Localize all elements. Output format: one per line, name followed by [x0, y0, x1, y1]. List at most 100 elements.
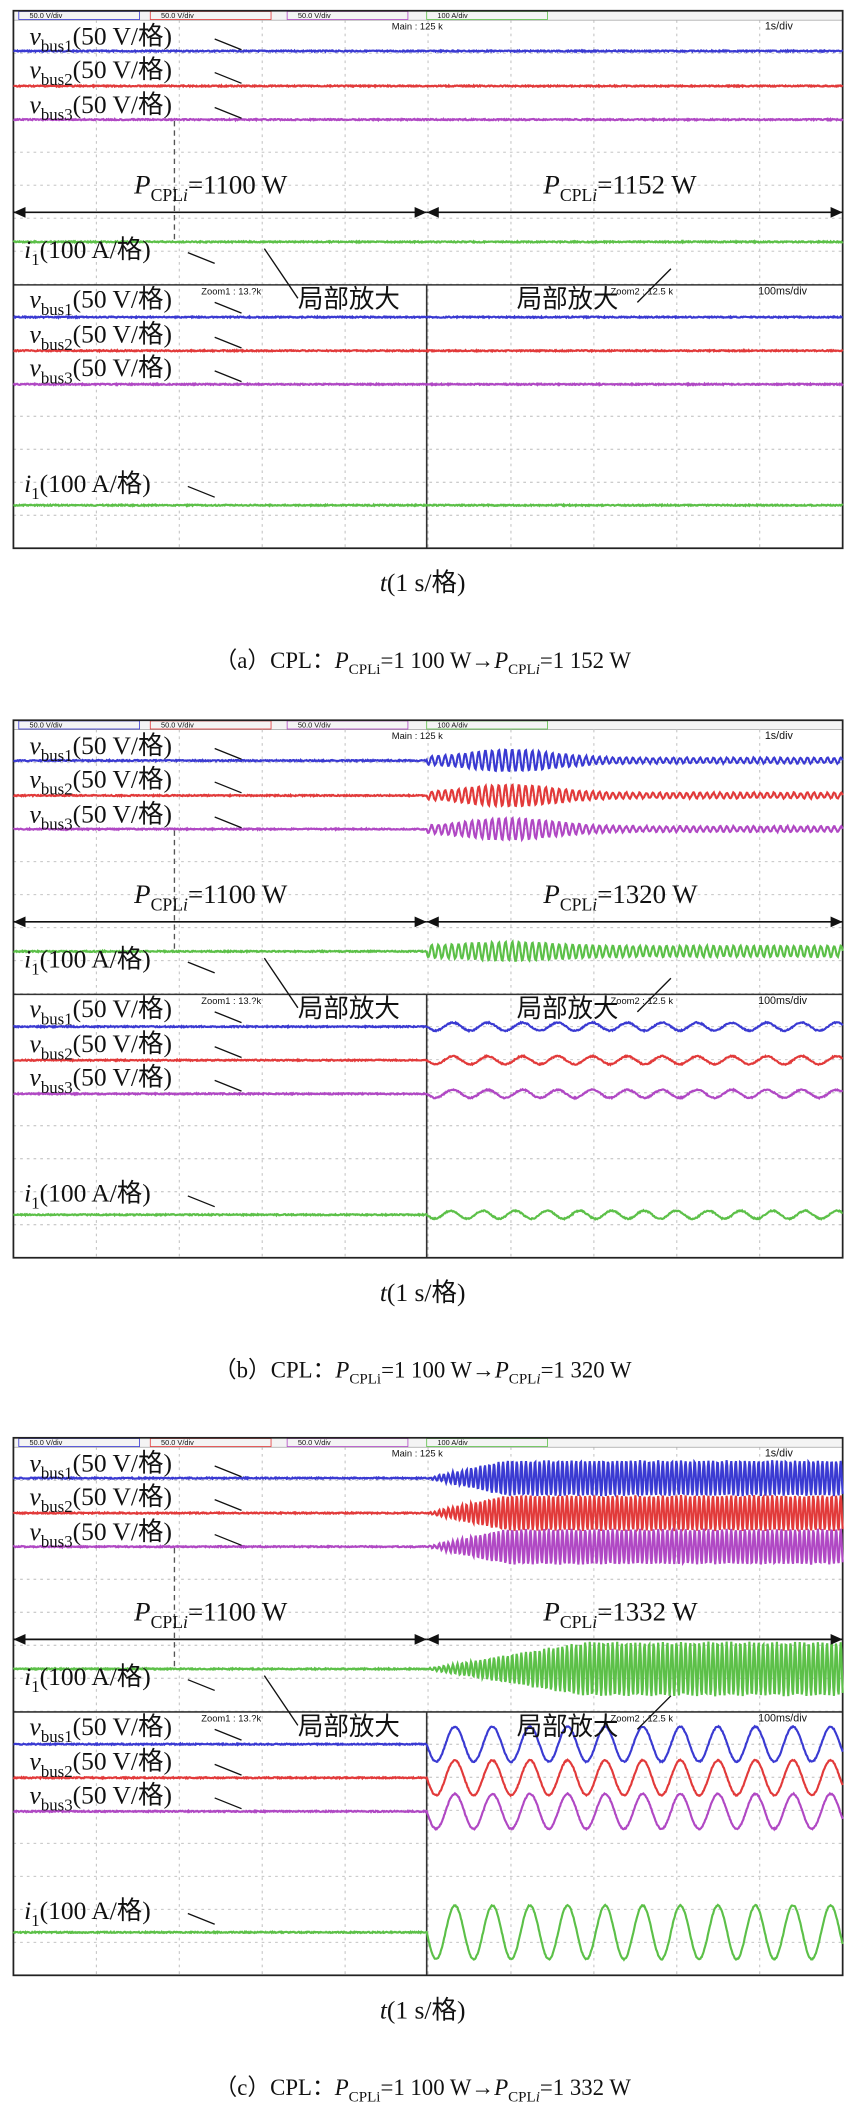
text-part: (50 V/格) [73, 799, 172, 828]
text-part: CPL [151, 895, 183, 915]
trace-label: i1(100 A/格) [24, 1178, 151, 1212]
text-part: → [471, 648, 494, 673]
text-part: (1 s/格) [387, 568, 466, 597]
text-part: CPL [349, 2089, 377, 2105]
text-part: =1 100 W [380, 2075, 471, 2100]
text-part: v [30, 1780, 42, 1809]
leader [214, 1465, 242, 1478]
text-part: v [30, 799, 42, 828]
text-part: (100 A/格) [40, 944, 151, 973]
text-part: P [542, 169, 559, 199]
trace-label: vbus1(50 V/格) [30, 21, 172, 55]
trace [12, 1758, 844, 1798]
arrow-head [426, 916, 439, 928]
text-part: P [334, 648, 349, 673]
axis-caption: t(1 s/格) [380, 568, 466, 597]
text-part: =1320 W [597, 879, 698, 909]
leader [214, 747, 242, 760]
trace [12, 381, 844, 388]
leader [214, 71, 242, 84]
trace-label: i1(100 A/格) [24, 469, 151, 503]
text-part: CPL [349, 1372, 377, 1388]
arrow-head [830, 916, 843, 928]
trace [13, 1053, 844, 1067]
scope-zoom: Zoom2 : 12.5 k [611, 1712, 674, 1723]
text-part: i [24, 1662, 31, 1691]
text-part: i [24, 235, 31, 264]
power-label: PCPLi=1100 W [133, 1597, 288, 1633]
arrow-head [13, 916, 26, 928]
power-label: PCPLi=1100 W [133, 879, 288, 915]
scope-zoom: Zoom1 : 13.?k [201, 995, 261, 1006]
trace-label: vbus3(50 V/格) [30, 799, 172, 833]
leader [187, 1195, 215, 1208]
power-label: PCPLi=1332 W [542, 1597, 698, 1633]
leader [214, 816, 242, 829]
zoom-note: 局部放大 [517, 994, 619, 1023]
leader [636, 268, 672, 303]
text-part: (100 A/格) [40, 1896, 151, 1925]
trace-label: vbus2(50 V/格) [30, 1482, 172, 1516]
leader [214, 1499, 242, 1511]
text-part: bus3 [41, 368, 73, 387]
text-part: (100 A/格) [40, 235, 151, 264]
leader [214, 1533, 242, 1546]
channel-label: 100 A/div [437, 721, 468, 730]
channel-label: 50.0 V/div [298, 721, 331, 730]
text-part: i [536, 662, 540, 678]
text-part: bus2 [41, 1497, 73, 1516]
arrow-head [414, 1634, 427, 1645]
text-part: CPL [151, 185, 183, 205]
text-part: (100 A/格) [40, 469, 151, 498]
text-part: (1 s/格) [387, 1995, 466, 2024]
trace-label: vbus3(50 V/格) [30, 1063, 172, 1097]
panel-caption: （b）CPL：PCPLi=1 100 W→PCPLi=1 320 W [214, 1357, 632, 1387]
text-part: v [30, 1029, 42, 1058]
arrow-head [426, 1634, 439, 1645]
panel-caption: （c）CPL：PCPLi=1 100 W→PCPLi=1 332 W [214, 2075, 631, 2105]
text-part: (50 V/格) [73, 55, 172, 84]
scope-div: 1s/div [765, 730, 794, 742]
text-part: P [133, 879, 150, 909]
trace-label: vbus3(50 V/格) [30, 90, 172, 124]
text-part: i [183, 1612, 188, 1632]
text-part: i [592, 1612, 597, 1632]
leader [214, 336, 242, 349]
text-part: bus3 [41, 1795, 73, 1814]
text-part: bus3 [41, 815, 73, 834]
axis-caption: t(1 s/格) [380, 1278, 466, 1307]
text-part: CPL [508, 662, 536, 678]
text-part: P [133, 169, 150, 199]
leader [214, 781, 242, 794]
leader [214, 106, 242, 119]
text-part: v [30, 55, 42, 84]
channel-strip [13, 719, 843, 730]
text-part: bus1 [41, 746, 73, 765]
trace [12, 1526, 844, 1567]
trace [12, 1208, 843, 1221]
trace [13, 48, 844, 54]
trace [13, 816, 844, 843]
trace [13, 748, 844, 773]
channel-label: 50.0 V/div [30, 11, 63, 20]
text-part: bus2 [41, 335, 73, 354]
leader [187, 1912, 215, 1925]
text-part: (100 A/格) [40, 1662, 151, 1691]
text-part: t [380, 1995, 388, 2024]
text-part: CPL [508, 2089, 536, 2105]
text-part: （b）CPL： [214, 1357, 336, 1382]
channel-label: 50.0 V/div [30, 1438, 63, 1447]
text-part: CPL [560, 1612, 592, 1632]
scope-zoom: Zoom2 : 12.5 k [611, 995, 674, 1006]
arrow-head [13, 1634, 26, 1645]
leader [187, 252, 215, 264]
power-label: PCPLi=1320 W [542, 879, 698, 915]
trace [13, 1724, 844, 1764]
text-part: （c）CPL： [214, 2075, 334, 2100]
arrow-head [414, 916, 427, 928]
scope-main: Main : 125 k [392, 21, 443, 32]
text-part: =1100 W [188, 1597, 288, 1627]
text-part: (1 s/格) [387, 1278, 466, 1307]
text-part: v [30, 21, 42, 50]
